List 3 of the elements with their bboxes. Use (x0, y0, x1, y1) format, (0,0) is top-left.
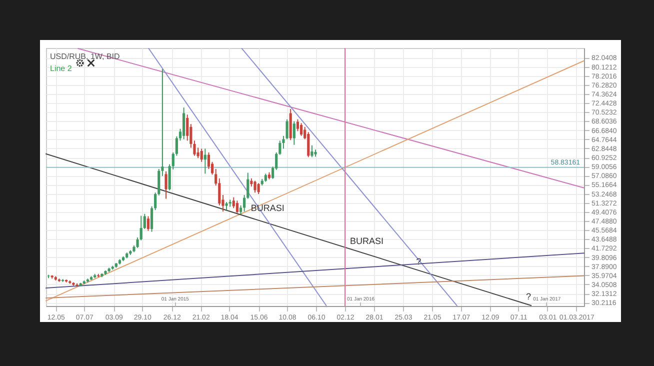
annotation: ? (526, 292, 532, 302)
annotation: BURASI (350, 236, 384, 246)
annotation: Line 2 (50, 64, 72, 73)
